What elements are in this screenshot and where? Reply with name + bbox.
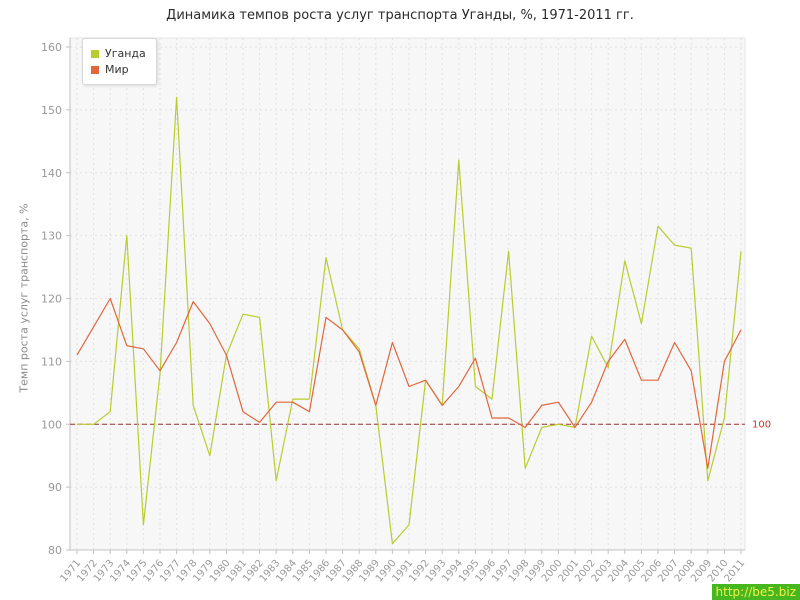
series-line-world [76,297,742,469]
legend-item-uganda[interactable]: Уганда [91,47,146,60]
chart-title: Динамика темпов роста услуг транспорта У… [166,8,634,23]
series-line-uganda [77,96,742,545]
svg-text:120: 120 [41,293,62,306]
legend-label-world: Мир [105,63,129,76]
svg-text:140: 140 [41,167,62,180]
legend-item-world[interactable]: Мир [91,63,146,76]
svg-text:160: 160 [41,41,62,54]
legend-swatch-uganda [91,49,99,58]
svg-text:130: 130 [41,230,62,243]
reference-line-label: 100 [752,419,771,430]
svg-text:90: 90 [48,481,62,494]
x-tick-labels: 1971197219731974197519761977197819791980… [59,558,748,585]
watermark-link[interactable]: http://be5.biz [711,584,800,600]
plot-background [69,37,746,551]
y-tick-labels: 80 90 100 110 120 130 140 150 160 [41,41,62,557]
legend-swatch-world [91,65,99,74]
y-axis-label: Темп роста услуг транспорта, % [17,203,31,393]
svg-text:80: 80 [48,544,62,557]
legend: Уганда Мир [82,38,157,85]
legend-label-uganda: Уганда [105,47,146,60]
svg-text:100: 100 [41,418,62,431]
svg-text:150: 150 [41,104,62,117]
svg-text:110: 110 [41,355,62,368]
